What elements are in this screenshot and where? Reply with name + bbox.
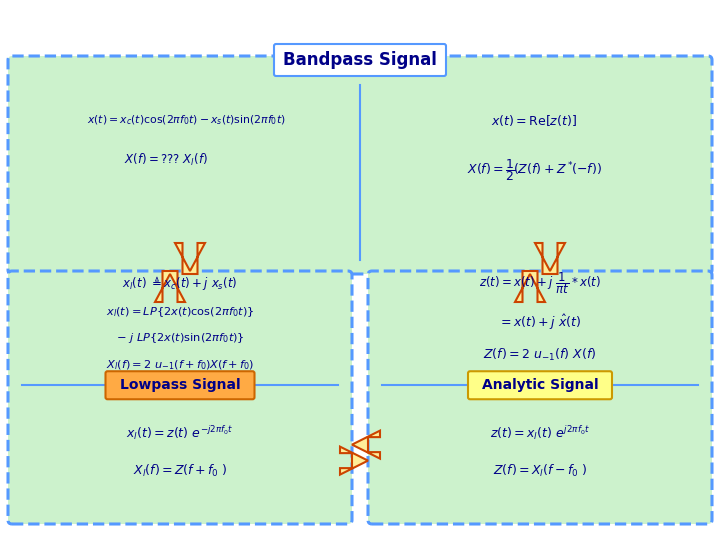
Polygon shape — [535, 243, 565, 274]
Text: $x_l(t)=z(t)\ e^{-j2\pi f_0t}$: $x_l(t)=z(t)\ e^{-j2\pi f_0t}$ — [126, 423, 234, 442]
Text: Lowpass Signal: Lowpass Signal — [120, 378, 240, 392]
Text: $z(t)=x_l(t)\ e^{j2\pi f_0t}$: $z(t)=x_l(t)\ e^{j2\pi f_0t}$ — [490, 423, 590, 442]
Text: $X(f)=\dfrac{1}{2}\!\left(Z(f)+Z^*\!(-f)\right)$: $X(f)=\dfrac{1}{2}\!\left(Z(f)+Z^*\!(-f)… — [467, 157, 601, 183]
FancyBboxPatch shape — [468, 372, 612, 399]
FancyBboxPatch shape — [106, 372, 254, 399]
Text: $X_l(f)=2\ u_{-1}(f+f_0)X(f+f_0)$: $X_l(f)=2\ u_{-1}(f+f_0)X(f+f_0)$ — [106, 359, 254, 372]
Text: $Z(f)=X_l(f-f_0\ )$: $Z(f)=X_l(f-f_0\ )$ — [492, 463, 588, 478]
Text: $X(f)=???\ X_l(f)$: $X(f)=???\ X_l(f)$ — [124, 152, 208, 168]
Text: $X_l(f)=Z(f+f_0\ )$: $X_l(f)=Z(f+f_0\ )$ — [132, 463, 228, 478]
FancyBboxPatch shape — [274, 44, 446, 76]
Text: Bandpass Signal: Bandpass Signal — [283, 51, 437, 69]
Polygon shape — [515, 271, 545, 302]
Text: $z(t)=x(t)+j\ \dfrac{1}{\pi t}*x(t)$: $z(t)=x(t)+j\ \dfrac{1}{\pi t}*x(t)$ — [479, 271, 601, 296]
Text: $=x(t)+j\ \hat{x}(t)$: $=x(t)+j\ \hat{x}(t)$ — [498, 313, 582, 332]
Text: $Z(f)=2\ u_{-1}(f)\ X(f)$: $Z(f)=2\ u_{-1}(f)\ X(f)$ — [483, 347, 597, 363]
Text: $x(t)=\mathrm{Re}[z(t)]$: $x(t)=\mathrm{Re}[z(t)]$ — [491, 112, 577, 127]
Polygon shape — [155, 271, 185, 302]
Text: $-\ j\ LP\{2x(t)\sin(2\pi f_0t)\}$: $-\ j\ LP\{2x(t)\sin(2\pi f_0t)\}$ — [116, 331, 244, 345]
Text: Analytic Signal: Analytic Signal — [482, 378, 598, 392]
Text: $x_l(t)=LP\{2x(t)\cos(2\pi f_0t)\}$: $x_l(t)=LP\{2x(t)\cos(2\pi f_0t)\}$ — [106, 305, 254, 319]
Polygon shape — [175, 243, 205, 274]
FancyBboxPatch shape — [368, 271, 712, 524]
Text: $x(t)=x_c(t)\cos(2\pi f_0t)-x_s(t)\sin(2\pi f_0t)$: $x(t)=x_c(t)\cos(2\pi f_0t)-x_s(t)\sin(2… — [86, 113, 285, 127]
FancyBboxPatch shape — [8, 56, 712, 274]
Polygon shape — [340, 447, 368, 475]
Polygon shape — [352, 430, 380, 458]
Text: $x_l(t)\ \triangleq x_c(t)+j\ x_s(t)$: $x_l(t)\ \triangleq x_c(t)+j\ x_s(t)$ — [122, 274, 238, 292]
FancyBboxPatch shape — [8, 271, 352, 524]
